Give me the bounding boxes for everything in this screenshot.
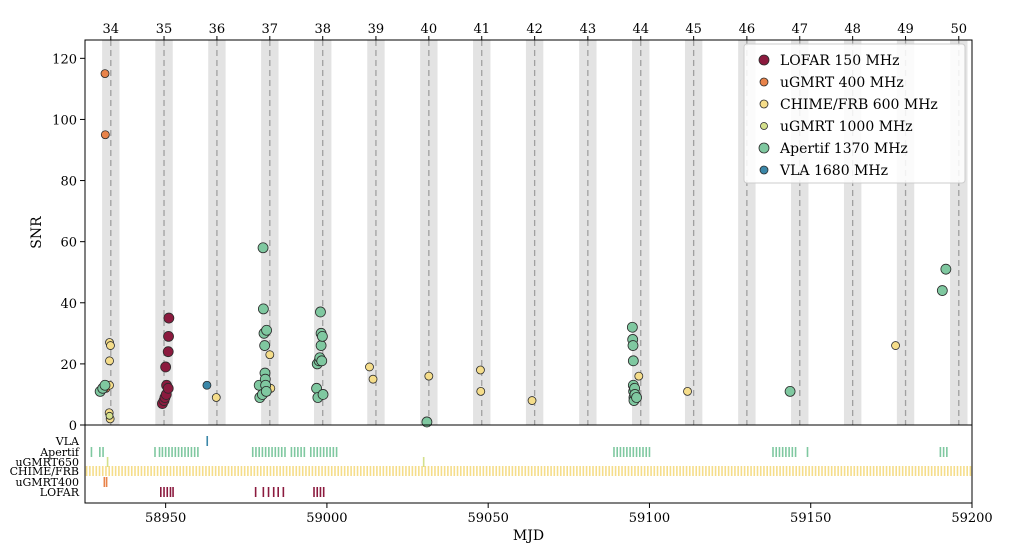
point-chime-frb-600-mhz (424, 371, 434, 381)
point-apertif-1370-mhz (259, 340, 271, 351)
obs-row-label: uGMRT400 (15, 476, 79, 489)
point-chime-frb-600-mhz (891, 341, 900, 350)
cycle-label: 50 (951, 22, 968, 37)
point-chime-frb-600-mhz (527, 396, 537, 405)
point-chime-frb-600-mhz (106, 341, 115, 350)
point-lofar-150-mhz (163, 312, 175, 324)
point-ugmrt-400-mhz (100, 69, 110, 79)
legend-marker (759, 99, 769, 109)
cycle-label: 40 (421, 22, 438, 37)
y-tick-label: 60 (60, 236, 77, 251)
cycle-label: 48 (844, 22, 861, 37)
legend-entry: Apertif 1370 MHz (779, 141, 908, 157)
legend-entry: uGMRT 1000 MHz (780, 119, 913, 135)
point-apertif-1370-mhz (257, 303, 269, 315)
obs-row-label: VLA (55, 435, 80, 448)
cycle-label: 41 (473, 22, 490, 37)
y-tick-label: 20 (60, 358, 77, 373)
point-ugmrt-1000-mhz (105, 411, 114, 420)
legend-marker (760, 122, 768, 130)
point-apertif-1370-mhz (627, 355, 639, 367)
cycle-label: 45 (685, 22, 702, 37)
y-axis-title: SNR (29, 216, 45, 249)
legend-marker (759, 165, 769, 175)
legend-marker (759, 77, 769, 87)
obs-row-label: Apertif (39, 446, 80, 459)
legend-box (743, 43, 966, 184)
point-chime-frb-600-mhz (476, 386, 486, 396)
point-vla-1680-mhz (202, 380, 212, 390)
point-apertif-1370-mhz (315, 306, 326, 318)
obs-row-label: CHIME/FRB (10, 465, 79, 478)
point-apertif-1370-mhz (421, 416, 433, 428)
point-chime-frb-600-mhz (368, 374, 378, 384)
x-tick-label: 59000 (306, 511, 347, 526)
point-apertif-1370-mhz (260, 385, 272, 397)
cycle-label: 43 (580, 22, 597, 37)
point-lofar-150-mhz (160, 361, 172, 373)
obs-row-label: LOFAR (40, 486, 80, 499)
cycle-label: 39 (368, 22, 385, 37)
cycle-label: 49 (897, 22, 914, 37)
cycle-label: 46 (739, 22, 756, 37)
point-apertif-1370-mhz (316, 355, 328, 367)
point-apertif-1370-mhz (261, 324, 272, 336)
legend-marker (758, 54, 770, 66)
burst-points (94, 69, 952, 428)
point-apertif-1370-mhz (784, 385, 796, 397)
legend-entry: VLA 1680 MHz (779, 163, 888, 179)
cycle-label: 38 (314, 22, 331, 37)
point-chime-frb-600-mhz (476, 365, 485, 375)
cycle-label: 36 (209, 22, 226, 37)
y-tick-label: 120 (52, 52, 77, 67)
obs-frame (84, 424, 973, 504)
x-tick-label: 59200 (951, 511, 992, 526)
point-ugmrt-400-mhz (100, 130, 110, 140)
point-apertif-1370-mhz (257, 242, 269, 254)
y-tick-label: 0 (69, 419, 77, 434)
x-tick-label: 59100 (629, 511, 670, 526)
point-apertif-1370-mhz (99, 379, 111, 391)
point-apertif-1370-mhz (627, 340, 639, 351)
cycle-label: 34 (103, 22, 120, 37)
x-tick-label: 59150 (790, 511, 831, 526)
point-lofar-150-mhz (162, 346, 174, 358)
x-tick-label: 58950 (145, 511, 186, 526)
legend-entry: uGMRT 400 MHz (780, 75, 904, 91)
point-chime-frb-600-mhz (105, 356, 114, 366)
point-apertif-1370-mhz (936, 285, 948, 296)
cycle-label: 47 (791, 22, 808, 37)
x-axis-title: MJD (513, 528, 544, 544)
point-apertif-1370-mhz (317, 389, 329, 400)
point-apertif-1370-mhz (316, 330, 328, 342)
legend-entry: CHIME/FRB 600 MHz (780, 97, 938, 113)
point-apertif-1370-mhz (315, 340, 327, 351)
y-tick-label: 80 (60, 175, 77, 190)
point-lofar-150-mhz (162, 382, 174, 394)
cycle-label: 35 (156, 22, 173, 37)
point-chime-frb-600-mhz (683, 386, 692, 396)
cycle-label: 42 (526, 22, 543, 37)
axes: 34 35 36 37 38 39 40 41 42 43 44 45 46 47 48 49 50 0 20 40 6… (29, 22, 993, 544)
point-apertif-1370-mhz (940, 263, 952, 275)
cycle-center-lines (110, 40, 960, 425)
obs-row-label: uGMRT650 (15, 456, 79, 469)
point-apertif-1370-mhz (626, 321, 638, 333)
y-tick-label: 40 (60, 297, 77, 312)
legend: LOFAR 150 MHz uGMRT 400 MHz CHIME/FRB 600 … (743, 43, 966, 184)
legend-entry: LOFAR 150 MHz (780, 53, 899, 69)
point-chime-frb-600-mhz (211, 393, 221, 402)
legend-marker (758, 142, 770, 154)
point-chime-frb-600-mhz (265, 350, 275, 360)
point-apertif-1370-mhz (631, 392, 642, 403)
cycle-label: 44 (632, 22, 649, 37)
point-chime-frb-600-mhz (634, 371, 644, 381)
y-tick-label: 100 (52, 113, 77, 128)
cycle-label: 37 (262, 22, 279, 37)
point-chime-frb-600-mhz (365, 362, 374, 372)
point-lofar-150-mhz (163, 330, 174, 342)
x-tick-label: 59050 (468, 511, 509, 526)
